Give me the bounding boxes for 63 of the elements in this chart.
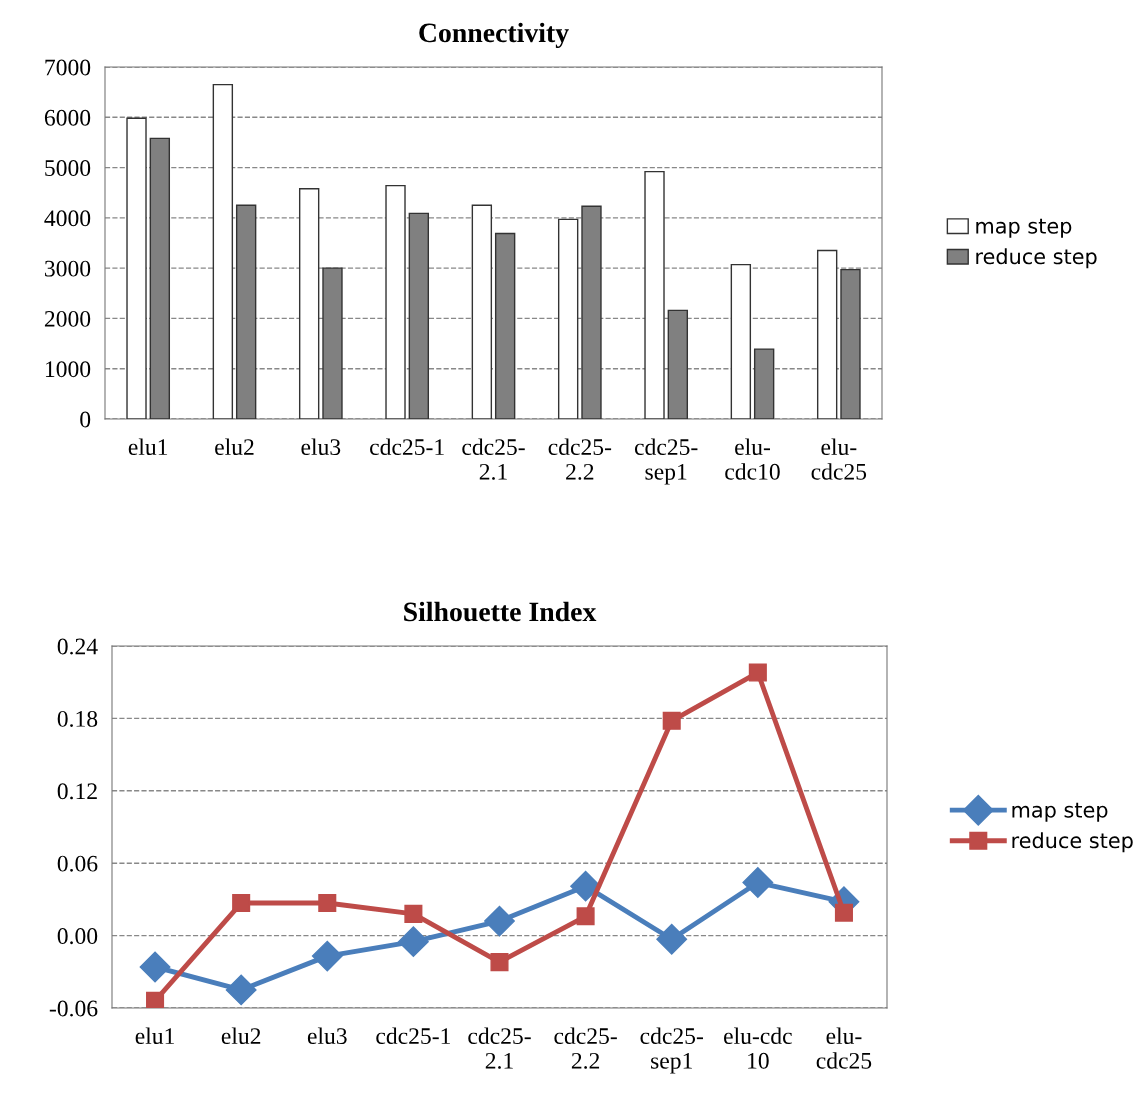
x-tick-label: elu- cdc10 <box>725 438 780 480</box>
point <box>576 907 595 926</box>
y-tick-label: 0.06 <box>57 855 98 872</box>
point <box>225 974 257 1006</box>
point <box>490 953 509 972</box>
y-tick-label: 0 <box>80 411 91 428</box>
y-tick-label: 0.18 <box>57 710 98 727</box>
point <box>404 904 423 923</box>
x-tick-label: elu2 <box>221 1027 261 1045</box>
x-tick-label: cdc25- 2.2 <box>554 1027 617 1069</box>
point <box>139 951 171 983</box>
y-tick-label: 5000 <box>45 160 91 176</box>
legend-label: map step <box>976 218 1072 238</box>
x-tick-label: elu- cdc25 <box>816 1027 872 1069</box>
y-tick-label: 0.12 <box>57 783 97 800</box>
x-tick-label: cdc25- 2.1 <box>468 1027 531 1069</box>
x-tick-label: cdc25- 2.1 <box>462 438 525 480</box>
y-tick-label: 1000 <box>45 361 91 378</box>
point <box>656 923 688 955</box>
bar <box>730 263 752 419</box>
x-tick-label: cdc25- sep1 <box>640 1027 703 1074</box>
legend-label: reduce step <box>976 248 1097 269</box>
x-tick-label: cdc25-1 <box>370 438 444 456</box>
bar <box>298 187 320 419</box>
x-tick-label: elu3 <box>301 438 341 456</box>
point <box>318 893 337 913</box>
y-tick-label: 0.24 <box>57 638 98 655</box>
chart-title: Connectivity <box>419 22 569 48</box>
bar <box>557 218 579 419</box>
bar <box>816 249 838 419</box>
point <box>232 893 251 913</box>
y-tick-label: -0.06 <box>49 1000 98 1017</box>
x-tick-label: elu1 <box>128 438 168 456</box>
bar <box>471 204 493 419</box>
x-tick-label: elu-cdc 10 <box>724 1027 792 1069</box>
bar <box>212 83 234 419</box>
legend-label: map step <box>1012 802 1108 822</box>
bar <box>644 170 665 419</box>
x-tick-label: elu1 <box>135 1027 174 1045</box>
x-tick-label: cdc25-1 <box>376 1027 450 1045</box>
x-tick-label: elu2 <box>215 438 254 456</box>
y-tick-label: 4000 <box>44 210 91 227</box>
chart-title: Silhouette Index <box>404 601 597 622</box>
point <box>397 926 429 958</box>
point <box>748 663 767 682</box>
y-tick-label: 6000 <box>44 109 91 126</box>
bar <box>126 117 147 419</box>
y-tick-label: 2000 <box>44 310 91 327</box>
point <box>834 903 853 922</box>
y-tick-label: 0.00 <box>57 928 98 945</box>
point <box>146 991 165 1008</box>
x-tick-label: elu- cdc25 <box>811 438 867 480</box>
y-tick-label: 3000 <box>45 260 91 277</box>
bar <box>385 184 406 419</box>
y-tick-label: 7000 <box>45 59 91 76</box>
x-tick-label: elu3 <box>307 1027 347 1045</box>
point <box>742 867 774 898</box>
x-tick-label: cdc25- 2.2 <box>548 438 612 480</box>
legend-label: reduce step <box>1012 832 1133 853</box>
point <box>311 940 343 972</box>
x-tick-label: cdc25- sep1 <box>634 438 698 485</box>
point <box>484 905 515 937</box>
point <box>662 711 681 730</box>
